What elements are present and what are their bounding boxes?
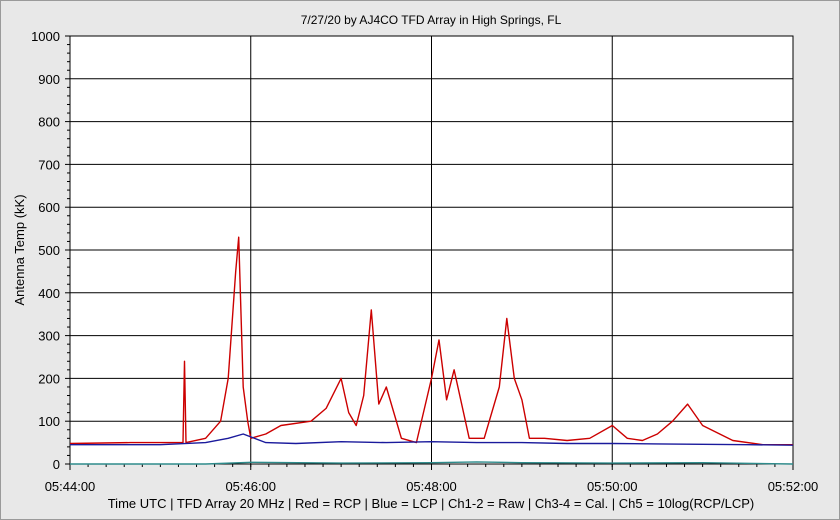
x-tick-label: 05:44:00 — [45, 479, 96, 494]
series-layer — [69, 236, 794, 465]
x-tick-label: 05:52:00 — [768, 479, 819, 494]
series-line-rcp — [69, 236, 793, 446]
x-tick-label: 05:50:00 — [587, 479, 638, 494]
y-tick-label: 900 — [38, 72, 60, 87]
x-tick-label: 05:48:00 — [406, 479, 457, 494]
y-tick-label: 300 — [38, 329, 60, 344]
y-tick-label: 1000 — [31, 29, 60, 44]
y-tick-label: 800 — [38, 115, 60, 130]
x-tick-labels: 05:44:00 05:46:00 05:48:00 05:50:00 05:52:00 — [45, 479, 819, 494]
series-line-lcp — [70, 433, 794, 446]
chart-title: 7/27/20 by AJ4CO TFD Array in High Sprin… — [301, 13, 562, 27]
grid-lines — [69, 35, 794, 465]
y-tick-label: 200 — [38, 371, 60, 386]
y-tick-label: 400 — [38, 286, 60, 301]
y-tick-label: 0 — [53, 457, 60, 472]
y-axis-title: Antenna Temp (kK) — [12, 194, 27, 305]
y-tick-label: 600 — [38, 200, 60, 215]
y-tick-labels: 0 100 200 300 400 500 600 700 800 900 1000 — [31, 29, 60, 472]
series-line-2 — [70, 461, 794, 465]
y-tick-label: 500 — [38, 243, 60, 258]
y-tick-label: 100 — [38, 414, 60, 429]
y-tick-label: 700 — [38, 157, 60, 172]
x-tick-label: 05:46:00 — [225, 479, 276, 494]
x-axis-title: Time UTC | TFD Array 20 MHz | Red = RCP … — [108, 496, 755, 511]
